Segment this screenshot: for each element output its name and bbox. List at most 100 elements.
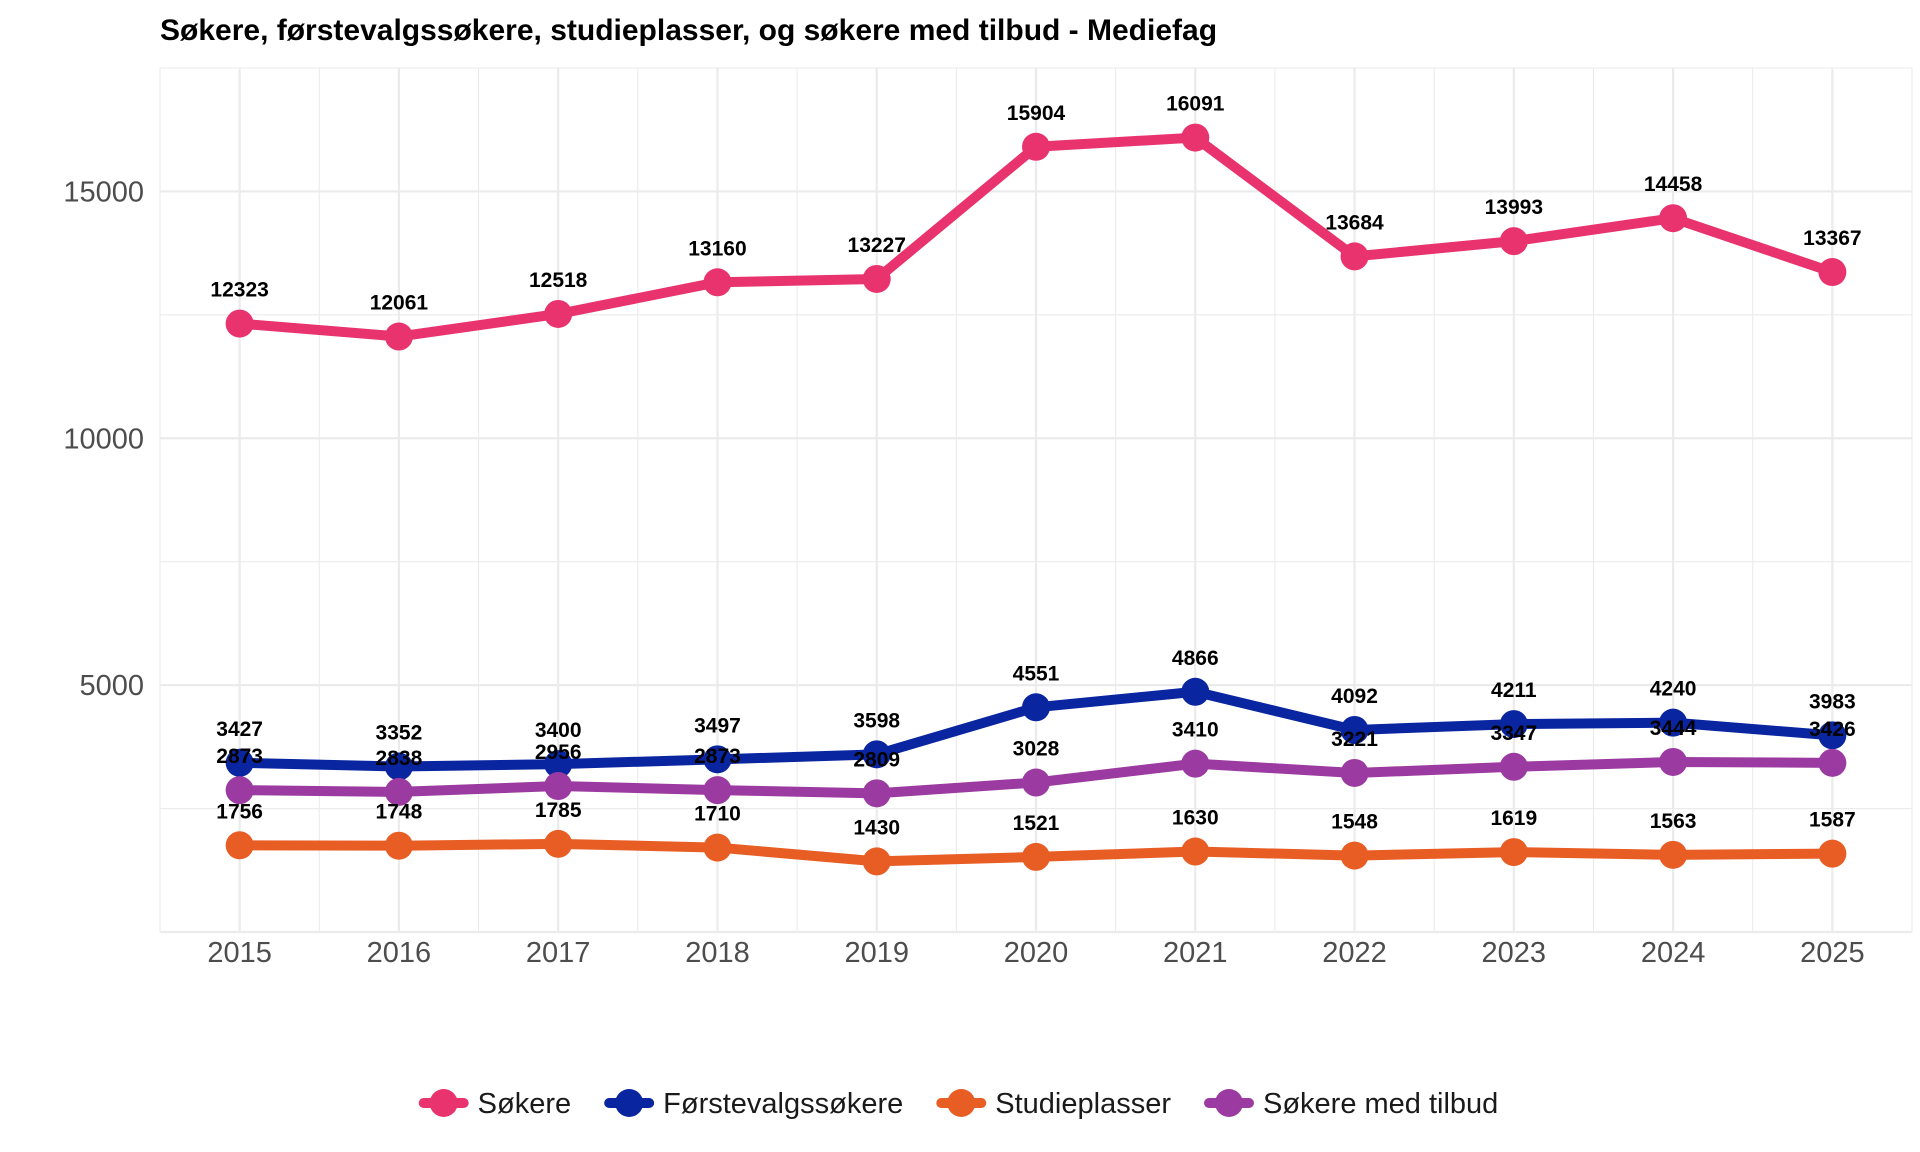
data-point xyxy=(703,776,732,805)
data-point xyxy=(1818,839,1847,868)
data-point xyxy=(862,779,891,808)
y-tick-label: 10000 xyxy=(63,423,144,455)
data-label: 13993 xyxy=(1485,196,1543,219)
data-point xyxy=(1022,842,1050,871)
x-tick-label: 2025 xyxy=(1800,937,1865,969)
data-label: 2809 xyxy=(853,748,900,771)
data-point xyxy=(1181,837,1210,866)
data-label: 3410 xyxy=(1172,719,1219,742)
data-label: 3400 xyxy=(535,719,582,742)
data-point xyxy=(384,322,413,351)
data-label: 2873 xyxy=(216,745,263,768)
data-label: 16091 xyxy=(1166,93,1225,116)
data-label: 2838 xyxy=(376,747,423,770)
x-tick-label: 2021 xyxy=(1163,937,1228,969)
data-point xyxy=(862,740,891,769)
data-point xyxy=(862,847,891,876)
y-tick-label: 5000 xyxy=(79,670,144,702)
data-point xyxy=(384,752,413,781)
data-point xyxy=(225,776,254,805)
legend-label: Førstevalgssøkere xyxy=(663,1088,903,1120)
legend-label: Søkere med tilbud xyxy=(1263,1088,1498,1120)
data-point xyxy=(1181,749,1210,778)
data-label: 2873 xyxy=(694,745,741,768)
data-point xyxy=(1340,715,1369,744)
data-point xyxy=(225,748,254,777)
data-label: 3444 xyxy=(1650,717,1697,740)
grid xyxy=(159,67,1913,934)
data-point xyxy=(384,831,413,860)
data-point xyxy=(703,268,732,297)
data-point xyxy=(1659,708,1688,737)
data-point xyxy=(1499,838,1528,867)
data-point xyxy=(1659,204,1688,233)
data-label: 12518 xyxy=(529,269,588,292)
data-label: 3427 xyxy=(216,718,263,741)
data-label: 3426 xyxy=(1809,718,1856,741)
data-label: 1521 xyxy=(1013,812,1060,835)
data-label: 2956 xyxy=(535,741,582,764)
data-label: 1710 xyxy=(694,803,741,826)
data-point xyxy=(1818,258,1847,287)
data-label: 12323 xyxy=(210,279,268,302)
data-label: 15904 xyxy=(1007,102,1066,125)
data-point xyxy=(225,831,254,860)
data-point xyxy=(544,772,573,801)
legend-label: Studieplasser xyxy=(995,1088,1171,1120)
data-point xyxy=(1181,677,1210,706)
data-label: 3352 xyxy=(376,722,423,745)
data-label: 3347 xyxy=(1490,722,1537,745)
data-label: 4551 xyxy=(1013,662,1060,685)
data-point xyxy=(1022,132,1050,161)
data-point xyxy=(544,299,573,328)
data-point xyxy=(703,833,732,862)
data-label: 1587 xyxy=(1809,809,1856,832)
axes: 5000 10000 15000 2015 2016 2017 2018 2019 2020 20… xyxy=(63,176,1864,969)
data-label: 13367 xyxy=(1803,227,1861,250)
data-point xyxy=(703,745,732,774)
data-point xyxy=(384,777,413,806)
data-label: 4092 xyxy=(1331,685,1378,708)
data-label: 3598 xyxy=(853,709,900,732)
data-label: 3221 xyxy=(1331,728,1378,751)
data-label: 4866 xyxy=(1172,647,1219,670)
x-tick-label: 2024 xyxy=(1641,937,1706,969)
data-point xyxy=(1022,768,1050,797)
data-label: 13227 xyxy=(848,234,906,257)
data-point xyxy=(544,829,573,858)
data-label: 14458 xyxy=(1644,173,1703,196)
data-point xyxy=(225,309,254,338)
data-point xyxy=(1499,710,1528,739)
chart-title: Søkere, førstevalgssøkere, studieplasser… xyxy=(160,14,1218,47)
x-tick-label: 2018 xyxy=(685,937,750,969)
data-label: 4211 xyxy=(1491,679,1537,702)
legend-swatch-point xyxy=(615,1089,644,1117)
series-lines xyxy=(225,123,1847,876)
data-label: 1548 xyxy=(1331,811,1378,834)
data-point xyxy=(1659,840,1688,869)
data-label: 1785 xyxy=(535,799,582,822)
data-point xyxy=(1818,748,1847,777)
data-label: 13160 xyxy=(688,237,746,260)
data-point xyxy=(1340,242,1369,271)
x-tick-label: 2022 xyxy=(1322,937,1387,969)
data-label: 3497 xyxy=(694,714,741,737)
legend-label: Søkere xyxy=(478,1088,571,1120)
legend-swatch-point xyxy=(947,1089,976,1117)
legend-swatch-point xyxy=(429,1089,458,1117)
data-label: 1563 xyxy=(1650,810,1697,833)
data-label: 12061 xyxy=(370,292,429,315)
x-tick-label: 2020 xyxy=(1004,937,1069,969)
data-point xyxy=(1659,747,1688,776)
data-point xyxy=(1340,841,1369,870)
data-label: 1430 xyxy=(853,816,900,839)
data-point xyxy=(1340,758,1369,787)
x-tick-label: 2017 xyxy=(526,937,591,969)
x-tick-label: 2023 xyxy=(1482,937,1547,969)
data-label: 1619 xyxy=(1490,807,1537,830)
data-point xyxy=(1818,721,1847,750)
data-label: 3028 xyxy=(1013,738,1060,761)
data-point xyxy=(1499,227,1528,256)
